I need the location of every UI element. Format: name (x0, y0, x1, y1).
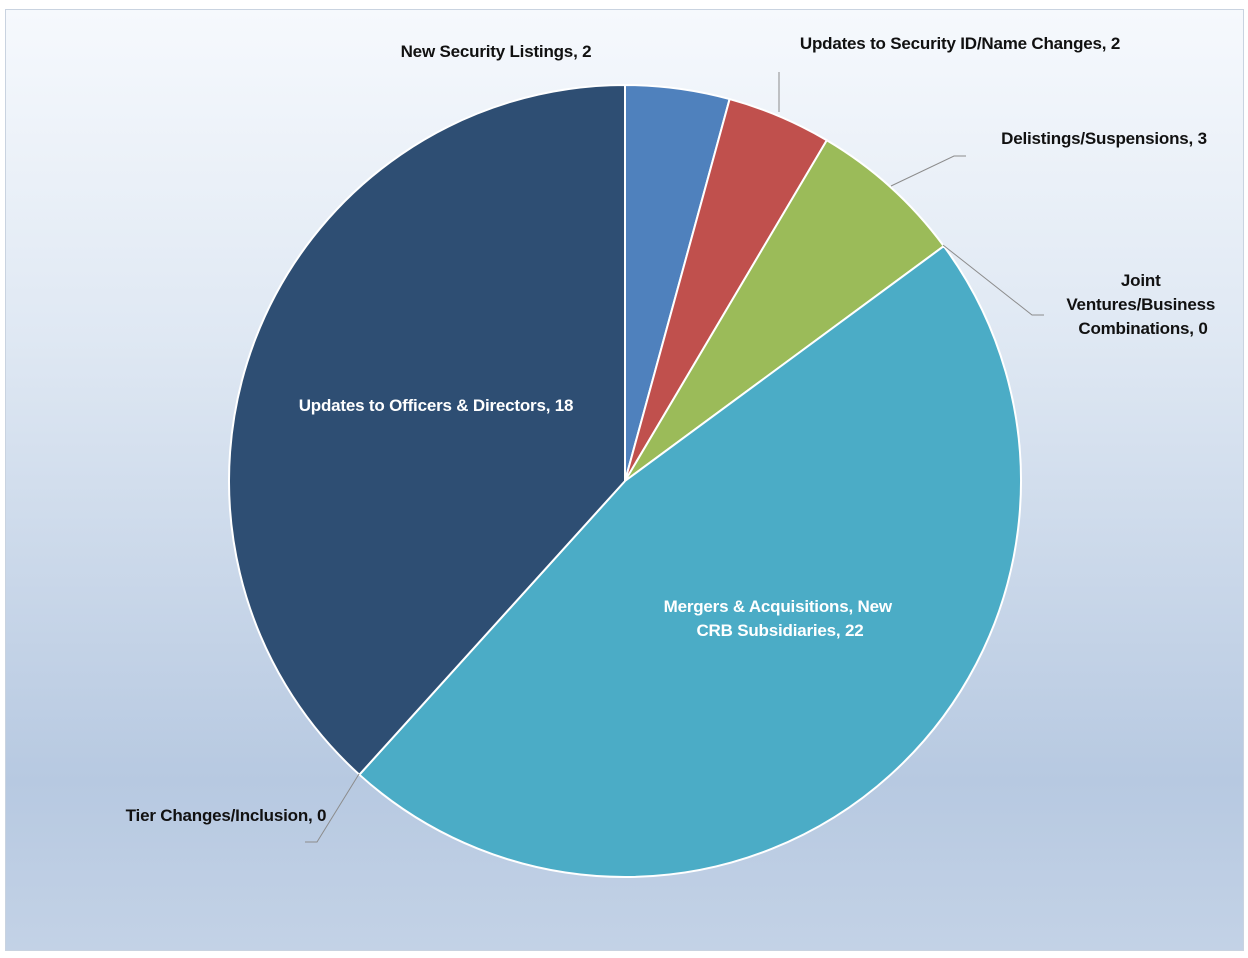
leader-line-tier-changes (305, 773, 360, 843)
pie-slice-updates-to-officers-directors (228, 84, 626, 776)
label-mergers-line-1: Mergers & Acquisitions, New (664, 597, 893, 616)
label-mergers-acquisitions: Mergers & Acquisitions, New CRB Subsidia… (664, 597, 897, 640)
label-delistings-suspensions: Delistings/Suspensions, 3 (1001, 129, 1207, 148)
label-security-id-name-changes: Updates to Security ID/Name Changes, 2 (800, 34, 1120, 53)
label-new-security-listings: New Security Listings, 2 (401, 42, 592, 61)
label-joint-ventures: Joint Ventures/Business Combinations, 0 (1066, 271, 1219, 338)
pie-slices (228, 84, 1022, 878)
label-tier-changes: Tier Changes/Inclusion, 0 (126, 806, 327, 825)
pie-slice-mergers-acquisitions-new-crb-subsidiaries (358, 245, 1022, 878)
label-mergers-line-2: CRB Subsidiaries, 22 (696, 621, 863, 640)
label-joint-ventures-line-2: Ventures/Business (1066, 295, 1215, 314)
label-joint-ventures-line-3: Combinations, 0 (1078, 319, 1207, 338)
slice-labels: New Security Listings, 2 Updates to Secu… (126, 34, 1219, 825)
leader-line-joint-ventures (942, 244, 1044, 316)
leader-lines (305, 72, 1044, 843)
pie-slice-delistings-suspensions (624, 139, 945, 482)
label-joint-ventures-line-1: Joint (1121, 271, 1161, 290)
label-officers-directors: Updates to Officers & Directors, 18 (299, 396, 574, 415)
leader-line-delistings (890, 155, 966, 187)
